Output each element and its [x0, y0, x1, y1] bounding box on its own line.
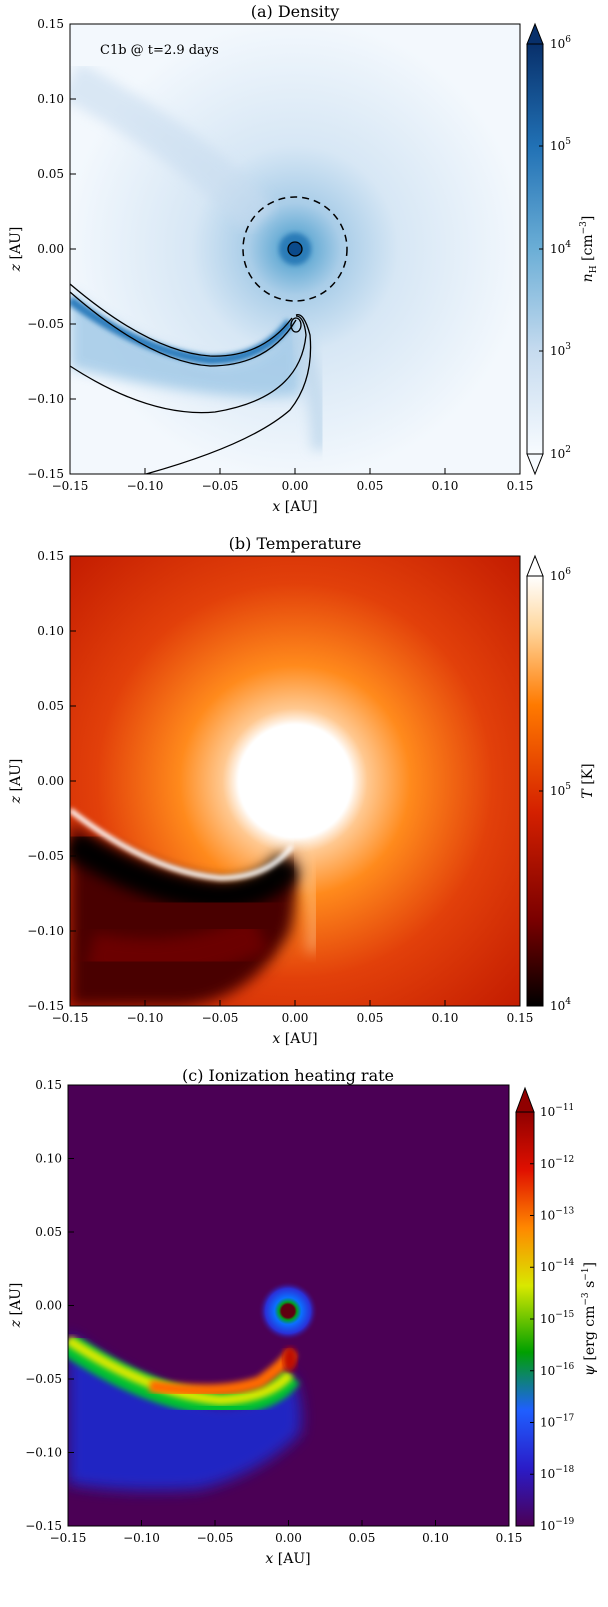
ionization-xticks: −0.15 −0.10 −0.05 0.00 0.05 0.10 0.15	[50, 1520, 523, 1545]
temperature-xticks: −0.15 −0.10 −0.05 0.00 0.05 0.10 0.15	[52, 1000, 534, 1025]
density-title: (a) Density	[251, 2, 340, 21]
density-colorbar-tick-label: 104	[550, 240, 571, 256]
ionization-xtick-label: −0.10	[123, 1531, 160, 1545]
temperature-xtick-label: −0.05	[202, 1011, 239, 1025]
ionization-xlabel: x [AU]	[265, 1551, 310, 1567]
temperature-heatmap	[70, 556, 520, 1006]
ionization-ytick-label: −0.05	[25, 1372, 62, 1386]
density-colorbar-tick-label: 102	[550, 445, 571, 461]
density-ytick-label: 0.05	[37, 167, 64, 181]
density-ytick-label: −0.05	[27, 317, 64, 331]
ionization-ytick-label: 0.15	[35, 1078, 62, 1092]
temperature-colorbar-tick-label: 106	[550, 567, 571, 583]
ionization-colorbar-tick-label: 10−16	[540, 1362, 575, 1378]
temperature-xtick-label: 0.00	[282, 1011, 309, 1025]
density-xticks: −0.15 −0.10 −0.05 0.00 0.05 0.10 0.15	[52, 468, 534, 493]
ionization-colorbar-tick-label: 10−18	[540, 1465, 575, 1481]
ionization-xtick-label: 0.10	[422, 1531, 449, 1545]
ionization-colorbar-tick-label: 10−11	[540, 1103, 574, 1119]
temperature-xtick-label: 0.15	[507, 1011, 534, 1025]
ionization-ytick-label: −0.10	[25, 1446, 62, 1460]
density-ytick-label: −0.15	[27, 467, 64, 481]
ionization-ytick-label: −0.15	[25, 1519, 62, 1533]
density-xlabel: x [AU]	[272, 499, 317, 515]
ionization-colorbar-tick-label: 10−17	[540, 1414, 575, 1430]
density-colorbar-tick-label: 106	[550, 35, 571, 51]
density-ylabel: z [AU]	[8, 227, 24, 273]
ionization-chart: (c) Ionization heating rate −0.15 −0.10 …	[8, 1066, 598, 1567]
ionization-ytick-label: 0.05	[35, 1225, 62, 1239]
temperature-colorbar-tick-label: 104	[550, 997, 571, 1013]
density-annotation: C1b @ t=2.9 days	[100, 43, 219, 58]
planet-contour	[290, 317, 302, 333]
density-ytick-label: 0.00	[37, 242, 64, 256]
ionization-ylabel: z [AU]	[8, 1283, 24, 1329]
density-xtick-label: −0.15	[52, 479, 89, 493]
density-contours	[70, 196, 348, 474]
ionization-ytick-label: 0.10	[35, 1152, 62, 1166]
star-contour	[287, 241, 303, 257]
panel-density: (a) Density C1b @ t=2.9 days −0.15 −0.10…	[0, 0, 608, 530]
temperature-yticks: 0.15 0.10 0.05 0.00 −0.05 −0.10 −0.15	[27, 549, 76, 1013]
temperature-ylabel: z [AU]	[8, 759, 24, 805]
temperature-xtick-label: −0.15	[52, 1011, 89, 1025]
density-xtick-label: −0.05	[202, 479, 239, 493]
temperature-colorbar-label: T [K]	[580, 763, 596, 798]
ionization-colorbar-tick-label: 10−14	[540, 1258, 575, 1274]
temperature-xtick-label: 0.05	[357, 1011, 384, 1025]
temperature-xtick-label: 0.10	[432, 1011, 459, 1025]
ionization-colorbar-tick-label: 10−12	[540, 1155, 574, 1171]
density-ytick-label: 0.15	[37, 17, 64, 31]
ionization-heatmap	[68, 1085, 509, 1526]
temperature-ytick-label: −0.10	[27, 924, 64, 938]
ionization-xtick-label: 0.00	[275, 1531, 302, 1545]
temperature-title: (b) Temperature	[229, 534, 362, 553]
ionization-yticks: 0.15 0.10 0.05 0.00 −0.05 −0.10 −0.15	[25, 1078, 74, 1533]
ionization-colorbar-label: ψ [erg cm−3 s−1]	[581, 1262, 598, 1376]
density-colorbar-tick-label: 105	[550, 137, 571, 153]
temperature-xtick-label: −0.10	[127, 1011, 164, 1025]
density-ytick-label: −0.10	[27, 392, 64, 406]
temperature-ytick-label: −0.15	[27, 999, 64, 1013]
density-xtick-label: 0.10	[432, 479, 459, 493]
density-xtick-label: 0.00	[282, 479, 309, 493]
density-yticks: 0.15 0.10 0.05 0.00 −0.05 −0.10 −0.15	[27, 17, 76, 481]
ionization-colorbar-tick-label: 10−13	[540, 1207, 575, 1223]
density-xtick-label: 0.05	[357, 479, 384, 493]
ionization-xtick-label: −0.05	[197, 1531, 234, 1545]
density-colorbar-tick-label: 103	[550, 342, 571, 358]
temperature-ytick-label: 0.05	[37, 699, 64, 713]
ionization-xtick-label: 0.05	[349, 1531, 376, 1545]
ionization-title: (c) Ionization heating rate	[182, 1066, 394, 1085]
temperature-xlabel: x [AU]	[272, 1031, 317, 1047]
density-ytick-label: 0.10	[37, 92, 64, 106]
temperature-ytick-label: 0.10	[37, 624, 64, 638]
ionization-xtick-label: −0.15	[50, 1531, 87, 1545]
ionization-colorbar-ticks: 10−11 10−12 10−13 10−14 10−15 10−16 10−1…	[530, 1103, 575, 1533]
density-colorbar: 106 105 104 103 102 nH [cm−3]	[526, 22, 599, 476]
ionization-colorbar: 10−11 10−12 10−13 10−14 10−15 10−16 10−1…	[515, 1086, 598, 1533]
density-colorbar-label: nH [cm−3]	[579, 216, 599, 283]
dashed-circle	[242, 196, 348, 302]
temperature-ytick-label: −0.05	[27, 849, 64, 863]
temperature-colorbar: 106 105 104 T [K]	[526, 554, 596, 1013]
ionization-xtick-label: 0.15	[496, 1531, 523, 1545]
panel-ionization: (c) Ionization heating rate −0.15 −0.10 …	[0, 1064, 608, 1603]
temperature-ytick-label: 0.00	[37, 774, 64, 788]
ionization-ytick-label: 0.00	[35, 1299, 62, 1313]
panel-temperature: (b) Temperature −0.15 −0.10 −0.05 0.00 0…	[0, 532, 608, 1062]
temperature-ytick-label: 0.15	[37, 549, 64, 563]
ionization-colorbar-tick-label: 10−19	[540, 1517, 575, 1533]
temperature-colorbar-tick-label: 105	[550, 782, 571, 798]
density-xtick-label: 0.15	[507, 479, 534, 493]
density-xtick-label: −0.10	[127, 479, 164, 493]
density-chart: (a) Density C1b @ t=2.9 days −0.15 −0.10…	[8, 2, 599, 515]
ionization-colorbar-tick-label: 10−15	[540, 1310, 575, 1326]
temperature-chart: (b) Temperature −0.15 −0.10 −0.05 0.00 0…	[8, 534, 596, 1047]
density-colorbar-ticks: 106 105 104 103 102	[539, 35, 571, 461]
density-heatmap	[70, 24, 520, 474]
